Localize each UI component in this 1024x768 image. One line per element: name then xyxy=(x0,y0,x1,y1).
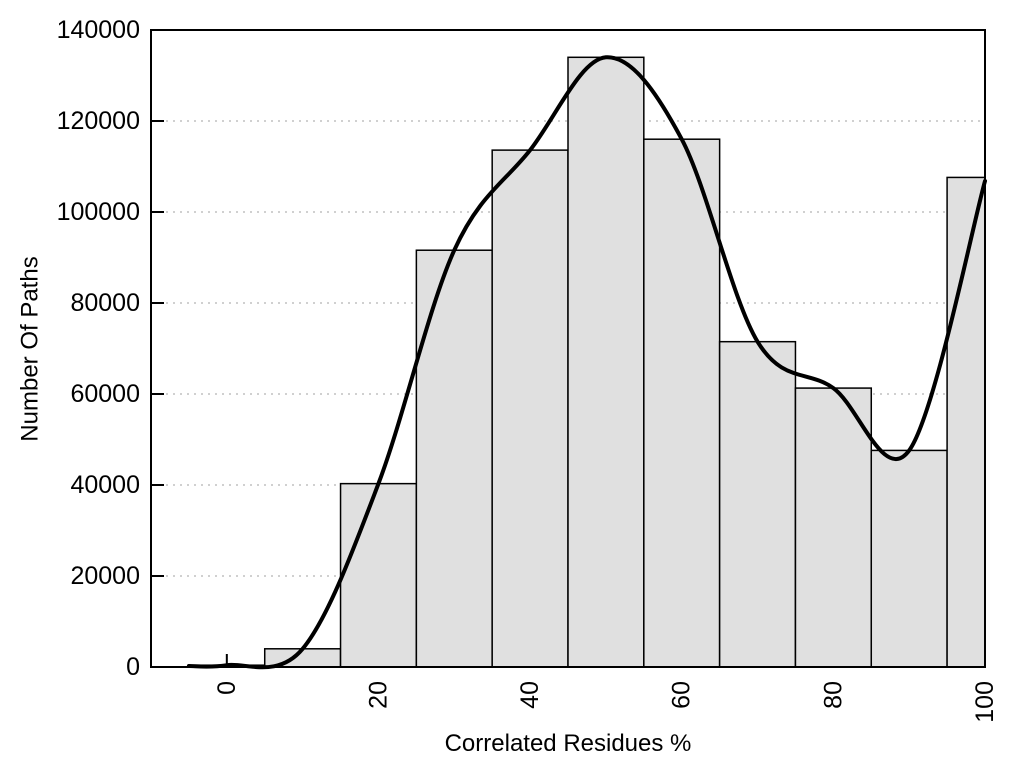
plot-frame-layer xyxy=(150,29,986,668)
y-tick-label: 60000 xyxy=(70,380,140,408)
x-tick-label: 40 xyxy=(516,681,544,709)
y-tick-label: 120000 xyxy=(57,107,140,135)
x-tick-label: 60 xyxy=(668,681,696,709)
histogram-bar xyxy=(491,149,569,668)
y-tick-label: 20000 xyxy=(70,562,140,590)
histogram-bar xyxy=(339,482,418,668)
histogram-bar xyxy=(718,340,797,668)
y-tick-label: 140000 xyxy=(57,16,140,44)
histogram-bar xyxy=(567,56,645,668)
plot-frame xyxy=(150,29,986,668)
histogram-bar xyxy=(946,176,986,668)
tick-labels-layer: 0 20000 40000 60000 80000 100000 120000 140000 0… xyxy=(57,16,999,723)
x-tick-label: 20 xyxy=(364,681,392,709)
histogram-bar xyxy=(870,449,948,668)
x-axis-title: Correlated Residues % xyxy=(445,730,692,757)
y-tick-label: 40000 xyxy=(70,471,140,499)
y-tick-label: 80000 xyxy=(70,289,140,317)
bars-layer xyxy=(188,56,986,668)
y-tick-label: 100000 xyxy=(57,198,140,226)
x-tick-label: 80 xyxy=(819,681,847,709)
y-axis-title: Number Of Paths xyxy=(17,256,44,441)
fit-curve xyxy=(186,55,987,670)
curve-layer xyxy=(186,55,987,670)
x-tick-label: 100 xyxy=(971,681,999,723)
histogram-bar xyxy=(643,138,721,668)
histogram-bar xyxy=(415,249,493,668)
x-tick-label: 0 xyxy=(213,681,241,695)
y-tick-label: 0 xyxy=(126,653,140,681)
histogram-bar xyxy=(794,387,873,668)
